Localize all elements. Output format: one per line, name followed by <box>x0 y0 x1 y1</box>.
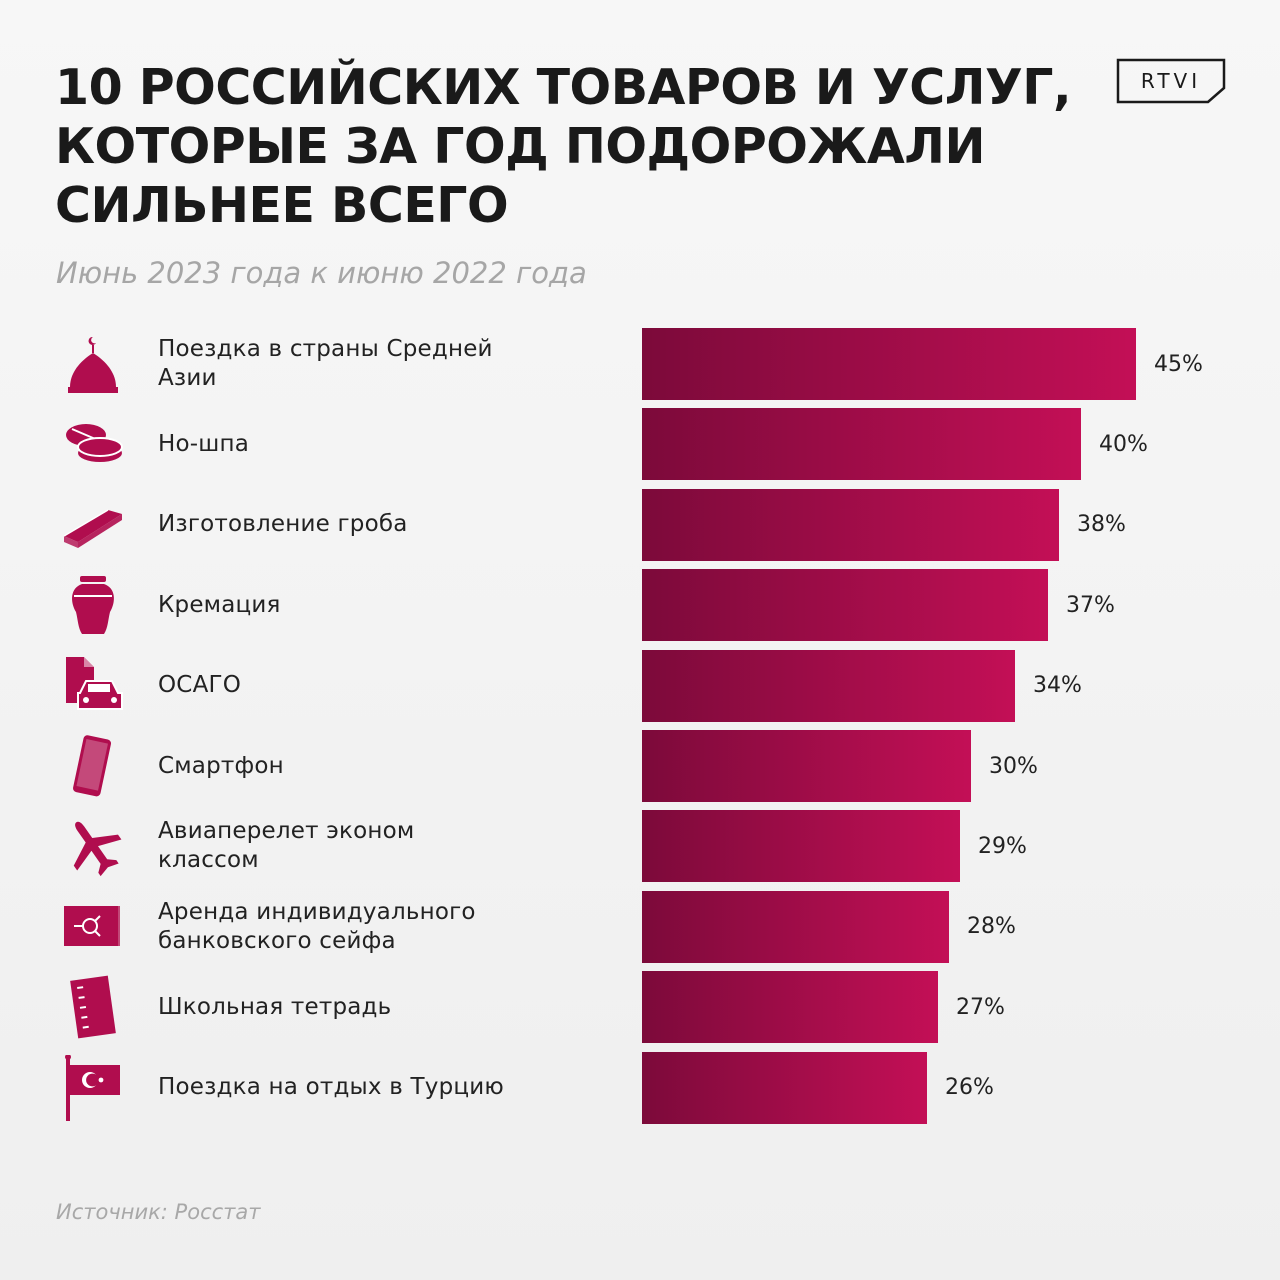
bar-label: Школьная тетрадь <box>158 971 628 1043</box>
bar <box>642 328 1136 400</box>
bar <box>642 649 1015 722</box>
logo-text: RTVI <box>1140 69 1202 93</box>
bar-value-label: 30% <box>989 753 1038 779</box>
bar <box>642 408 1081 481</box>
bar-value-label: 45% <box>1154 351 1203 377</box>
source-note: Источник: Росстат <box>56 1200 261 1224</box>
bar-label-text: Поездка в страны Средней Азии <box>158 336 493 391</box>
bar-label-text: ОСАГО <box>158 672 242 699</box>
bar-label: Поездка в страны Средней Азии <box>158 328 628 400</box>
bar-label: Аренда индивидуального банковского сейфа <box>158 891 628 963</box>
bar-label-text: Школьная тетрадь <box>158 993 392 1020</box>
bar-label: Но-шпа <box>158 408 628 480</box>
bar-value-label: 38% <box>1077 512 1126 538</box>
bar-value-label: 37% <box>1066 592 1115 618</box>
bar <box>642 810 960 883</box>
bar <box>642 488 1059 561</box>
car-insurance-icon <box>60 653 126 719</box>
bar-label-text: Кремация <box>158 591 281 618</box>
bar-label-text: Смартфон <box>158 752 284 779</box>
mosque-dome-icon <box>60 331 126 397</box>
bar-label-text: Аренда индивидуального банковского сейфа <box>158 898 476 954</box>
safe-icon <box>60 894 126 960</box>
bar-label: Поездка на отдых в Турцию <box>158 1052 628 1124</box>
title-line-3: СИЛЬНЕЕ ВСЕГО <box>55 177 509 234</box>
bar-label-text: Изготовление гроба <box>158 511 408 538</box>
title-line-1: 10 РОССИЙСКИХ ТОВАРОВ И УСЛУГ, <box>55 59 1072 116</box>
coffin-icon <box>60 492 126 558</box>
bar <box>642 730 971 802</box>
subtitle: Июнь 2023 года к июню 2022 года <box>56 256 587 290</box>
bar-value-label: 28% <box>967 914 1016 940</box>
turkey-flag-icon <box>60 1053 126 1121</box>
bar-label: Смартфон <box>158 730 628 802</box>
bar-value-label: 29% <box>978 833 1027 859</box>
pills-icon <box>60 411 126 477</box>
logo-frame-icon <box>1116 58 1226 104</box>
bar-value-label: 34% <box>1033 673 1082 699</box>
bar <box>642 971 938 1044</box>
rtvi-logo: RTVI <box>1116 58 1226 104</box>
bar <box>642 890 949 963</box>
bar <box>642 1051 927 1124</box>
bar-label-text: Но-шпа <box>158 430 250 457</box>
page-title: 10 РОССИЙСКИХ ТОВАРОВ И УСЛУГ, КОТОРЫЕ З… <box>55 58 1095 235</box>
bar-value-label: 40% <box>1099 431 1148 457</box>
bar-label: Кремация <box>158 569 628 641</box>
bar <box>642 569 1048 642</box>
urn-icon <box>60 572 126 638</box>
airplane-icon <box>60 813 126 879</box>
bar-value-label: 27% <box>956 994 1005 1020</box>
notebook-icon <box>60 974 126 1040</box>
bar-label: Авиаперелет эконом классом <box>158 810 628 882</box>
bar-label: Изготовление гроба <box>158 489 628 561</box>
smartphone-icon <box>60 733 126 799</box>
bar-value-label: 26% <box>945 1075 994 1101</box>
bar-label-text: Авиаперелет эконом классом <box>158 818 415 874</box>
title-line-2: КОТОРЫЕ ЗА ГОД ПОДОРОЖАЛИ <box>55 118 986 175</box>
bar-label: ОСАГО <box>158 650 628 722</box>
bar-label-text: Поездка на отдых в Турцию <box>158 1074 504 1101</box>
